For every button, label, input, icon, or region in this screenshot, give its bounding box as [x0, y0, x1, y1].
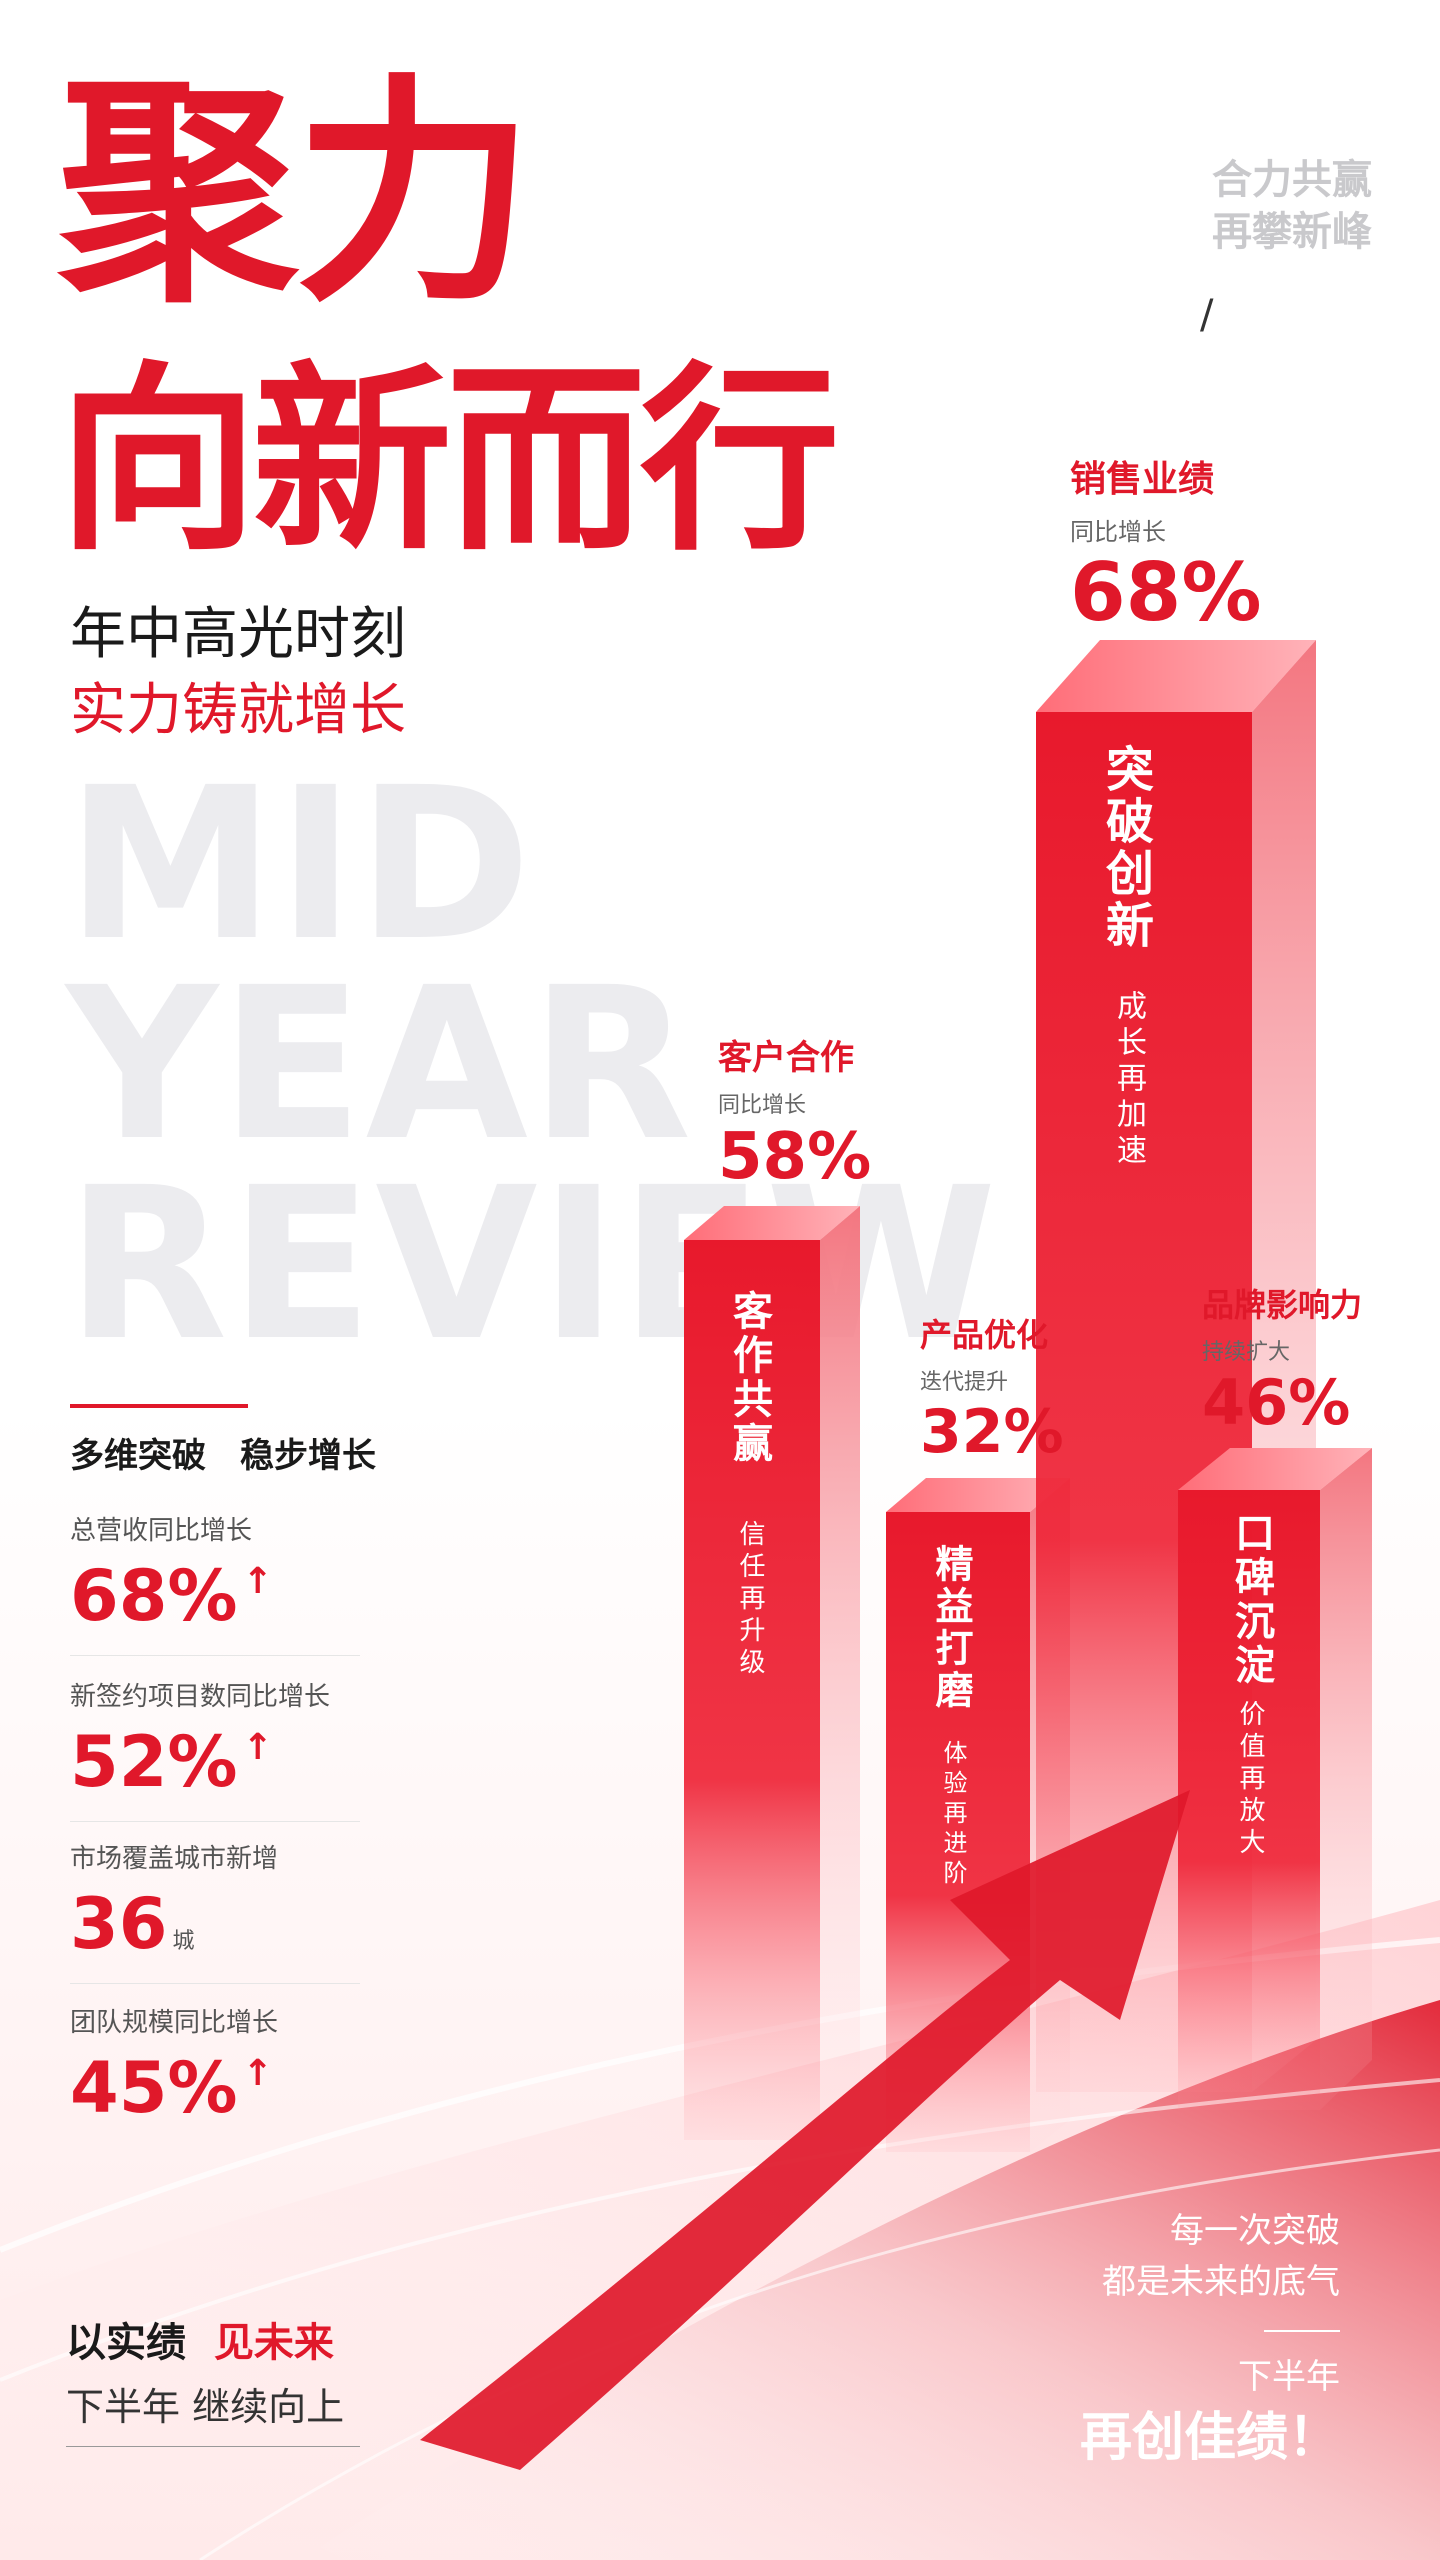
title-line2: 向新而行 [58, 345, 840, 578]
stat-label: 新签约项目数同比增长 [70, 1682, 331, 1712]
bar-label-title: 产品优化 [920, 1316, 1049, 1354]
up-arrow-icon: ↑ [242, 1727, 273, 1768]
stat-value: 45% [70, 2047, 238, 2129]
stat-label: 市场覆盖城市新增 [70, 1844, 279, 1874]
bar-title: 口碑沉淀 [1228, 1512, 1274, 1688]
footer-left-line1b: 见未来 [213, 2320, 334, 2366]
bar-side [820, 1206, 860, 2140]
top-tag: 合力共赢 再攀新峰 [1100, 154, 1372, 258]
bar-sub: 成长再加速 [1111, 990, 1146, 1170]
bar-label-title: 销售业绩 [1070, 459, 1215, 500]
footer-right-divider [1264, 2330, 1340, 2332]
footer-left-line1: 以实绩 见未来 [66, 2310, 334, 2368]
stat-item: 新签约项目数同比增长 52% ↑ [70, 1676, 360, 1822]
up-arrow-icon: ↑ [242, 2053, 273, 2094]
bar-side [1320, 1448, 1372, 2110]
bar-label-pct: 68% [1070, 546, 1262, 639]
title-line1: 聚力 [58, 54, 534, 334]
bg-word-year: YEAR [66, 942, 694, 1187]
stat-label: 总营收同比增长 [70, 1516, 253, 1546]
stat-item: 总营收同比增长 68% ↑ [70, 1510, 360, 1656]
bar-sub: 价值再放大 [1235, 1700, 1265, 1860]
bar-label-pct: 32% [920, 1397, 1064, 1467]
bar-top [684, 1206, 860, 1240]
bar-sub: 体验再进阶 [939, 1740, 967, 1890]
bar-title: 突破创新 [1097, 744, 1153, 952]
footer-right-line4: 再创佳绩！ [1079, 2407, 1340, 2468]
subtitle-line2: 实力铸就增长 [70, 678, 406, 743]
footer-left-line2: 下半年 继续向上 [66, 2385, 345, 2429]
bar-top [886, 1478, 1070, 1512]
bar-top [1178, 1448, 1372, 1490]
bar-label-sub: 同比增长 [1070, 518, 1166, 546]
footer-right-line2: 都是未来的底气 [1102, 2262, 1340, 2302]
stat-item: 团队规模同比增长 45% ↑ [70, 2002, 360, 2123]
bar-label: 品牌影响力 持续扩大 46% [1202, 1280, 1362, 1434]
accent-line [70, 1404, 248, 1408]
bar-label-title: 客户合作 [718, 1038, 854, 1078]
bar-label: 产品优化 迭代提升 32% [920, 1310, 1064, 1462]
divider [70, 1821, 360, 1822]
bg-word-mid: MID [66, 742, 534, 987]
growth-arrow-icon [420, 1790, 1190, 2470]
top-tag-line1: 合力共赢 [1212, 157, 1372, 203]
section-heading: 多维突破 稳步增长 [70, 1436, 376, 1476]
stat-label: 团队规模同比增长 [70, 2008, 279, 2038]
stat-value: 36 [70, 1883, 168, 1965]
footer-left-line1a: 以实绩 [66, 2320, 186, 2366]
bar-front [684, 1240, 820, 2140]
bar-label-sub: 迭代提升 [920, 1370, 1009, 1395]
footer-right: 每一次突破 都是未来的底气 下半年 再创佳绩！ [1080, 2206, 1340, 2474]
bar-title: 客作共赢 [726, 1290, 772, 1466]
up-arrow-icon: ↑ [242, 1561, 273, 1602]
bar-top [1036, 640, 1316, 712]
divider [70, 1983, 360, 1984]
stat-value: 52% [70, 1721, 238, 1803]
stat-value: 68% [70, 1555, 238, 1637]
footer-divider [66, 2446, 360, 2447]
bar-label-pct: 46% [1202, 1366, 1351, 1439]
bar-label: 客户合作 同比增长 58% [718, 1030, 871, 1189]
bar-label-sub: 同比增长 [718, 1093, 807, 1118]
footer-right-line1: 每一次突破 [1170, 2211, 1340, 2251]
top-tag-slash: / [1200, 292, 1214, 338]
stat-unit: 城 [172, 1929, 195, 1954]
bar-title: 精益打磨 [929, 1544, 973, 1712]
stat-item: 市场覆盖城市新增 36 城 [70, 1838, 360, 1984]
subtitle-line1: 年中高光时刻 [70, 602, 406, 667]
bar-label: 销售业绩 同比增长 68% [1070, 450, 1261, 633]
bar-sub: 信任再升级 [735, 1520, 765, 1680]
bar-label-title: 品牌影响力 [1202, 1286, 1363, 1324]
footer-right-line3: 下半年 [1238, 2357, 1340, 2397]
bar-front [1178, 1490, 1320, 2110]
top-tag-line2: 再攀新峰 [1212, 209, 1372, 255]
divider [70, 1655, 360, 1656]
bar-label-sub: 持续扩大 [1202, 1340, 1291, 1365]
bar-label-pct: 58% [718, 1120, 872, 1194]
